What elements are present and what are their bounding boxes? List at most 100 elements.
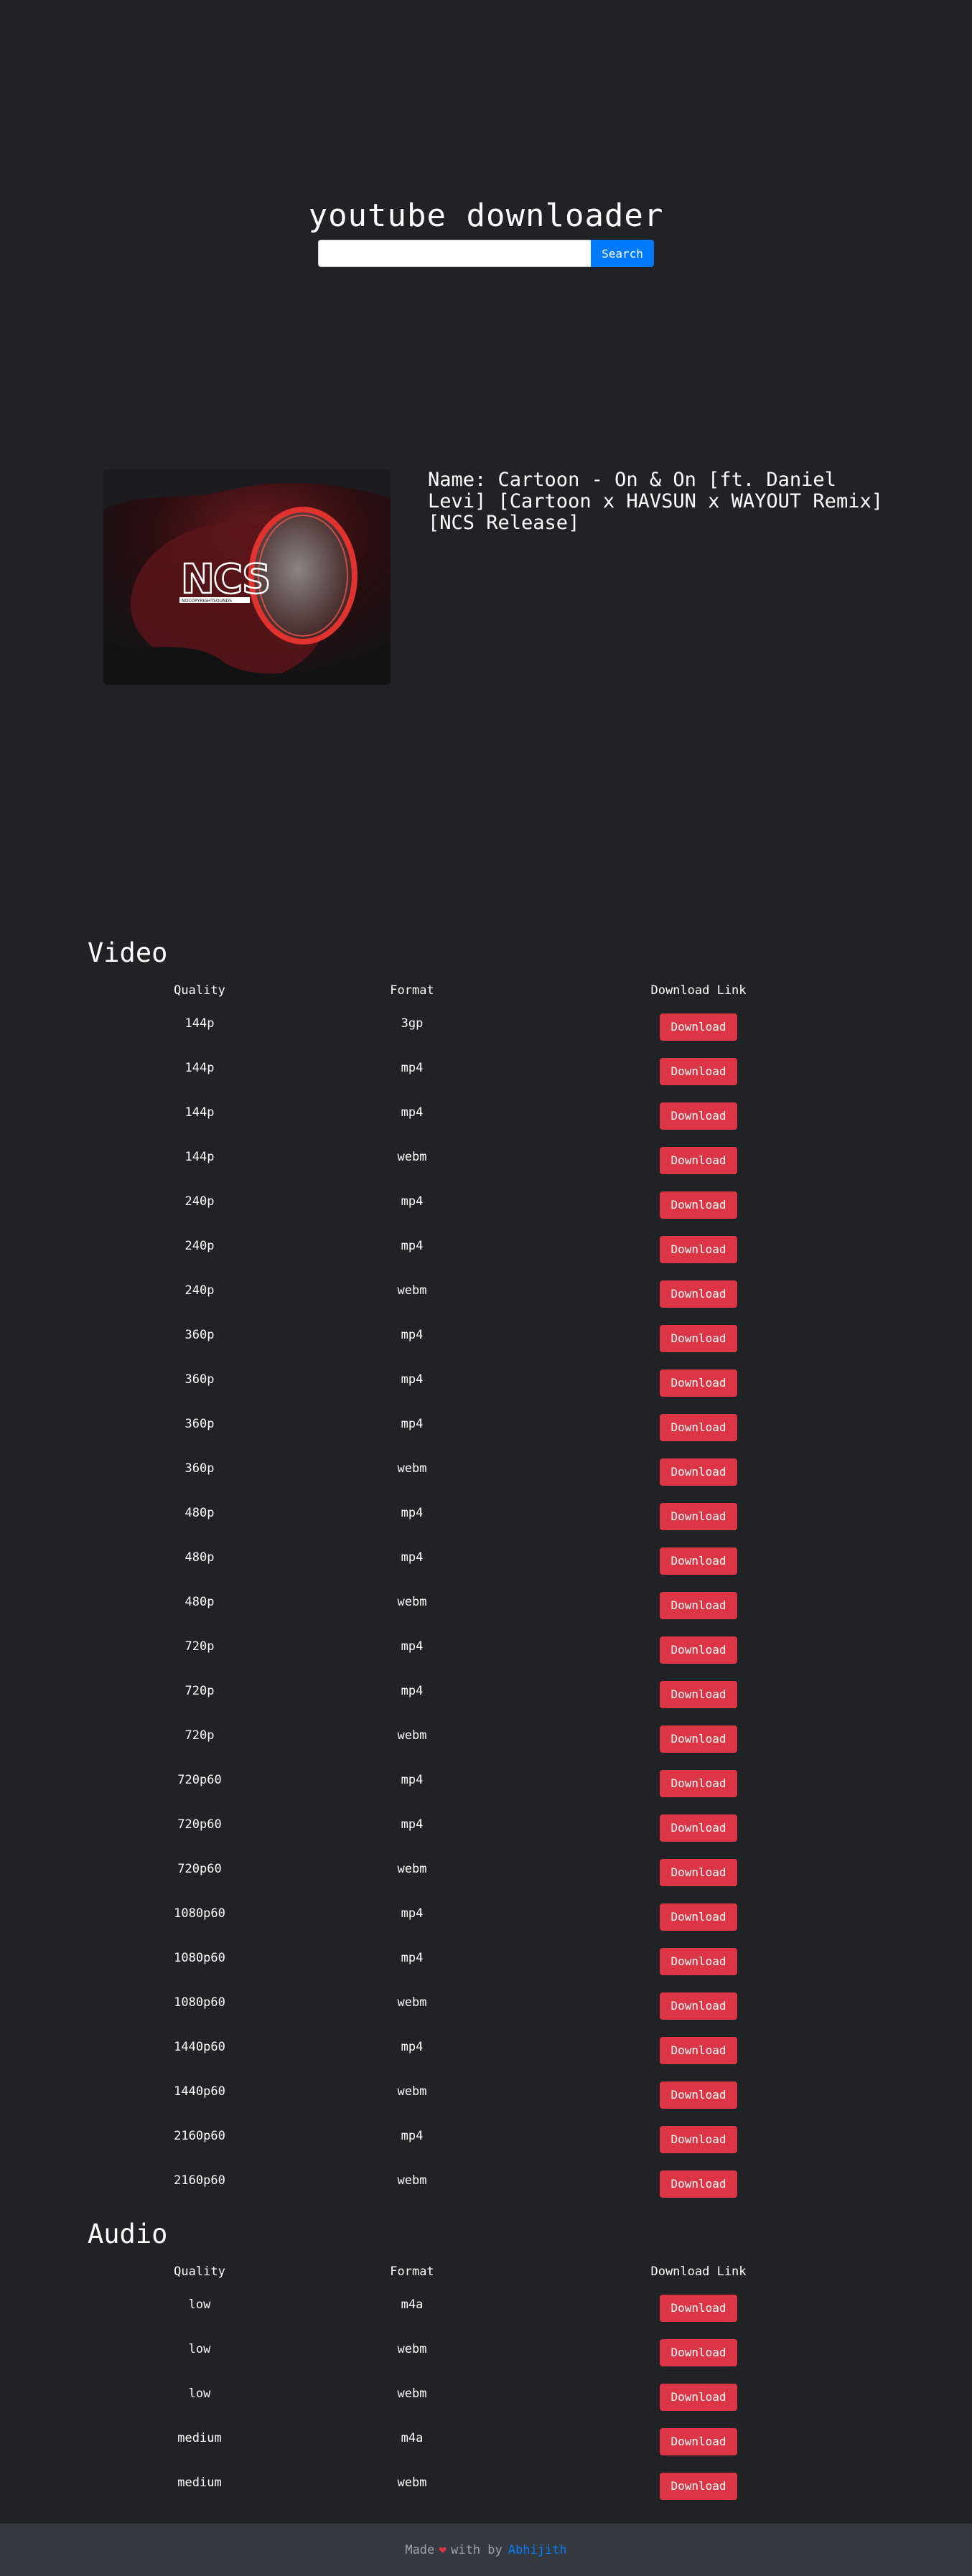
format-cell: 3gp — [401, 1016, 424, 1031]
download-button[interactable]: Download — [660, 1147, 737, 1174]
quality-cell: low — [188, 2298, 211, 2312]
column-header-download-link: Download Link — [650, 983, 747, 998]
search-input[interactable] — [318, 240, 591, 267]
audio-table-body: low m4a Download low webm Download low webm Down… — [88, 2286, 884, 2509]
audio-section-title: Audio — [88, 2219, 168, 2249]
format-cell: mp4 — [401, 1951, 424, 1965]
quality-cell: 720p60 — [177, 1773, 222, 1787]
quality-cell: 144p — [184, 1061, 215, 1075]
download-button[interactable]: Download — [660, 1814, 737, 1842]
format-cell: webm — [397, 2173, 427, 2188]
format-cell: mp4 — [401, 1417, 424, 1431]
column-header-quality: Quality — [174, 983, 225, 998]
page-title: youtube downloader — [308, 197, 664, 234]
download-button[interactable]: Download — [660, 1592, 737, 1619]
download-button[interactable]: Download — [660, 2384, 737, 2411]
audio-table: Quality Format Download Link low m4a Downl… — [88, 2257, 884, 2509]
table-row: 144p webm Download — [88, 1138, 884, 1183]
video-table-header: Quality Format Download Link — [88, 976, 884, 1005]
download-button[interactable]: Download — [660, 1725, 737, 1753]
download-button[interactable]: Download — [660, 1681, 737, 1708]
quality-cell: 360p — [184, 1461, 215, 1476]
ncs-logo-subtext: NOCOPYRIGHTSOUNDS — [182, 599, 232, 604]
download-button[interactable]: Download — [660, 1325, 737, 1352]
ncs-logo-text: NCS — [181, 556, 269, 603]
download-button[interactable]: Download — [660, 1013, 737, 1041]
download-cell: Download — [513, 1058, 884, 1085]
download-cell: Download — [513, 1325, 884, 1352]
download-button[interactable]: Download — [660, 2295, 737, 2322]
download-button[interactable]: Download — [660, 1903, 737, 1931]
download-cell: Download — [513, 1547, 884, 1575]
download-button[interactable]: Download — [660, 2428, 737, 2455]
download-button[interactable]: Download — [660, 1058, 737, 1085]
download-button[interactable]: Download — [660, 2473, 737, 2500]
format-cell: mp4 — [401, 1194, 424, 1209]
download-cell: Download — [513, 1013, 884, 1041]
format-cell: mp4 — [401, 2040, 424, 2054]
download-cell: Download — [513, 1636, 884, 1664]
table-row: 2160p60 mp4 Download — [88, 2117, 884, 2162]
table-row: 480p mp4 Download — [88, 1494, 884, 1539]
quality-cell: 1440p60 — [174, 2084, 225, 2099]
table-row: low webm Download — [88, 2331, 884, 2375]
download-button[interactable]: Download — [660, 1458, 737, 1486]
download-button[interactable]: Download — [660, 1636, 737, 1664]
footer-made: Made — [405, 2542, 435, 2557]
download-button[interactable]: Download — [660, 1369, 737, 1397]
download-button[interactable]: Download — [660, 1503, 737, 1530]
download-button[interactable]: Download — [660, 1236, 737, 1263]
download-button[interactable]: Download — [660, 2081, 737, 2109]
table-row: 720p webm Download — [88, 1717, 884, 1761]
download-button[interactable]: Download — [660, 1859, 737, 1886]
download-cell: Download — [513, 1903, 884, 1931]
quality-cell: 1440p60 — [174, 2040, 225, 2054]
author-link[interactable]: Abhijith — [508, 2542, 567, 2557]
download-button[interactable]: Download — [660, 1948, 737, 1975]
search-button[interactable]: Search — [591, 240, 654, 267]
format-cell: webm — [397, 2476, 427, 2490]
quality-cell: 1080p60 — [174, 1995, 225, 2010]
download-button[interactable]: Download — [660, 1770, 737, 1797]
table-row: 2160p60 webm Download — [88, 2162, 884, 2206]
format-cell: webm — [397, 1862, 427, 1876]
quality-cell: 144p — [184, 1150, 215, 1164]
download-cell: Download — [513, 1992, 884, 2020]
download-button[interactable]: Download — [660, 2339, 737, 2366]
hero: youtube downloader Search — [0, 195, 972, 267]
download-button[interactable]: Download — [660, 2037, 737, 2064]
format-cell: webm — [397, 2084, 427, 2099]
download-button[interactable]: Download — [660, 1280, 737, 1308]
format-cell: mp4 — [401, 1506, 424, 1520]
format-cell: webm — [397, 2387, 427, 2401]
quality-cell: medium — [177, 2431, 222, 2445]
format-cell: mp4 — [401, 1684, 424, 1698]
format-cell: mp4 — [401, 1328, 424, 1342]
download-button[interactable]: Download — [660, 2126, 737, 2153]
format-cell: webm — [397, 1150, 427, 1164]
download-button[interactable]: Download — [660, 1547, 737, 1575]
download-cell: Download — [513, 2473, 884, 2500]
download-button[interactable]: Download — [660, 1191, 737, 1219]
table-row: 1080p60 mp4 Download — [88, 1939, 884, 1984]
format-cell: mp4 — [401, 1773, 424, 1787]
quality-cell: 720p — [184, 1684, 215, 1698]
table-row: 360p mp4 Download — [88, 1405, 884, 1450]
format-cell: mp4 — [401, 1239, 424, 1253]
column-header-format: Format — [390, 2264, 434, 2279]
table-row: 480p mp4 Download — [88, 1539, 884, 1583]
download-cell: Download — [513, 1458, 884, 1486]
format-cell: mp4 — [401, 1639, 424, 1654]
quality-cell: 240p — [184, 1283, 215, 1298]
quality-cell: medium — [177, 2476, 222, 2490]
table-row: 720p60 mp4 Download — [88, 1761, 884, 1806]
download-button[interactable]: Download — [660, 1414, 737, 1441]
table-row: 360p mp4 Download — [88, 1316, 884, 1361]
quality-cell: 480p — [184, 1595, 215, 1609]
download-button[interactable]: Download — [660, 2170, 737, 2198]
download-button[interactable]: Download — [660, 1992, 737, 2020]
format-cell: mp4 — [401, 1061, 424, 1075]
download-button[interactable]: Download — [660, 1102, 737, 1130]
table-row: 360p webm Download — [88, 1450, 884, 1494]
download-cell: Download — [513, 1725, 884, 1753]
